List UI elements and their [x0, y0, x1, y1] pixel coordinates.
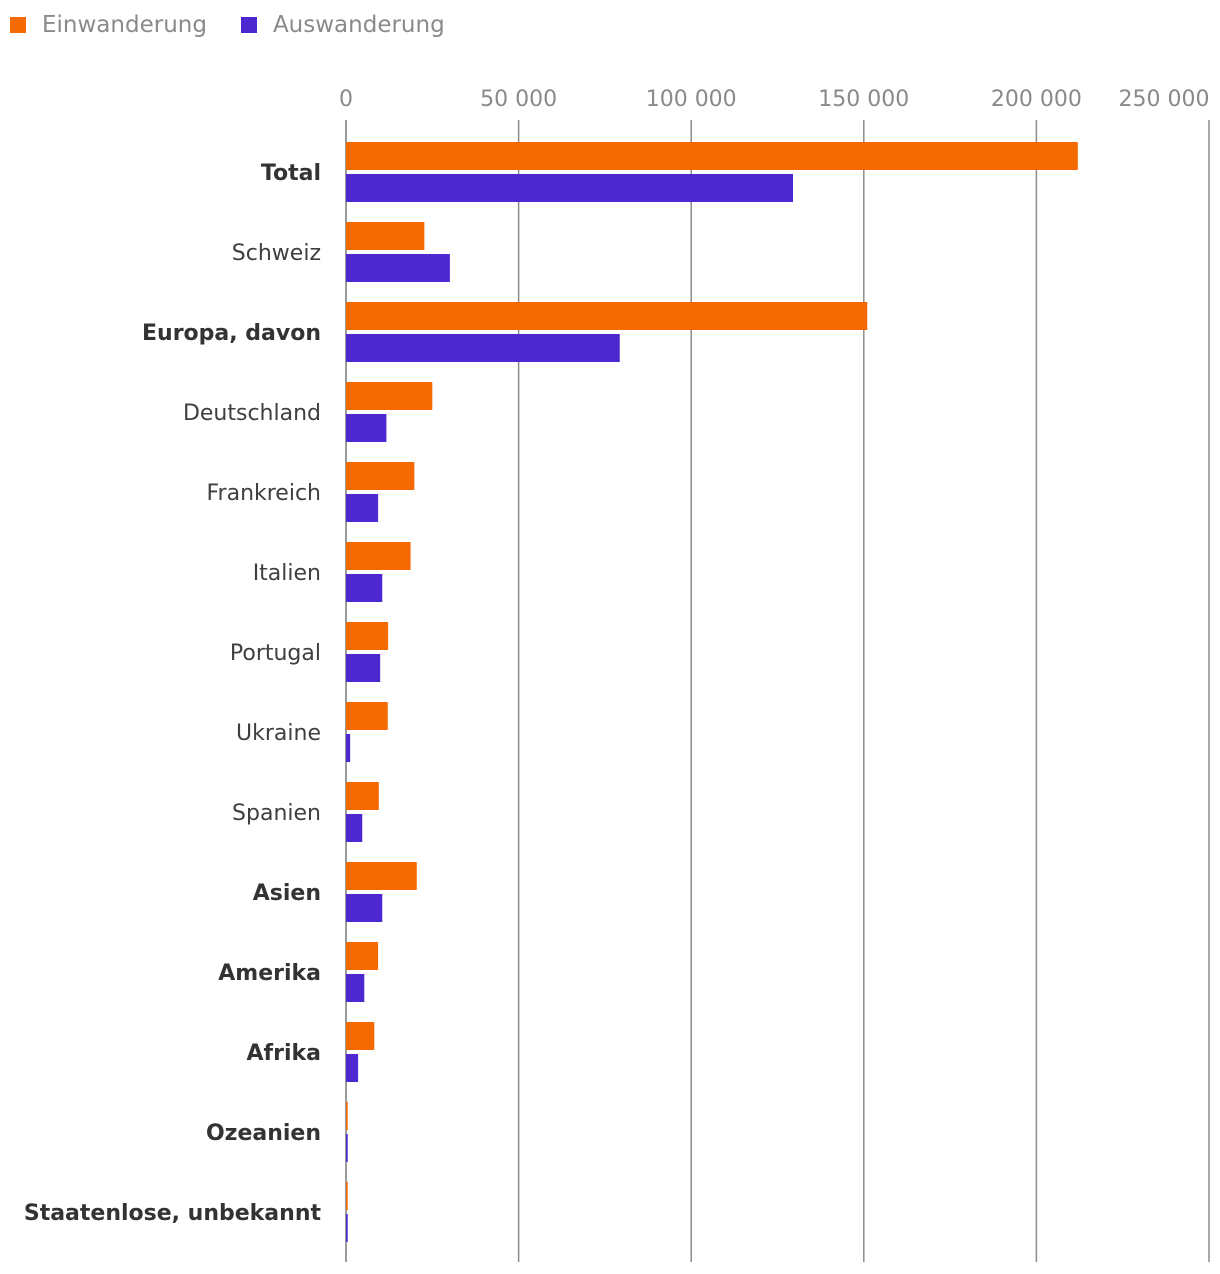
category-label: Portugal [230, 641, 321, 666]
legend-swatch-einwanderung [10, 17, 26, 33]
legend-item-auswanderung[interactable]: Auswanderung [240, 12, 445, 38]
bar-einwanderung[interactable] [346, 462, 415, 490]
bar-auswanderung[interactable] [346, 974, 365, 1002]
bar-einwanderung[interactable] [346, 222, 425, 250]
bar-einwanderung[interactable] [346, 1022, 375, 1050]
x-tick-label: 100 000 [646, 87, 737, 112]
x-tick-label: 250 000 [1119, 87, 1210, 112]
bar-einwanderung[interactable] [346, 382, 433, 410]
x-axis-ticks: 0 50 000 100 000 150 000 200 000 250 000 [339, 87, 1209, 112]
bar-auswanderung[interactable] [346, 174, 794, 202]
gridlines [345, 120, 1210, 1262]
bar-einwanderung[interactable] [346, 702, 388, 730]
bar-auswanderung[interactable] [346, 1134, 348, 1162]
category-label: Spanien [232, 801, 321, 826]
bar-auswanderung[interactable] [346, 894, 383, 922]
bar-auswanderung[interactable] [346, 494, 379, 522]
bar-auswanderung[interactable] [346, 734, 351, 762]
legend: Einwanderung Auswanderung [10, 12, 479, 38]
legend-item-einwanderung[interactable]: Einwanderung [10, 12, 207, 38]
bar-auswanderung[interactable] [346, 814, 363, 842]
category-label: Europa, davon [142, 321, 321, 346]
x-tick-label: 150 000 [818, 87, 909, 112]
bar-einwanderung[interactable] [346, 302, 868, 330]
bar-auswanderung[interactable] [346, 414, 387, 442]
bar-auswanderung[interactable] [346, 574, 383, 602]
bar-einwanderung[interactable] [346, 862, 417, 890]
category-label: Ukraine [236, 721, 321, 746]
bar-einwanderung[interactable] [346, 942, 379, 970]
bar-einwanderung[interactable] [346, 142, 1078, 170]
bars [346, 142, 1078, 1242]
legend-label-einwanderung: Einwanderung [42, 12, 207, 38]
category-label: Total [261, 161, 321, 186]
category-label: Italien [253, 561, 321, 586]
category-label: Asien [253, 881, 321, 906]
x-tick-label: 200 000 [991, 87, 1082, 112]
category-label: Amerika [218, 961, 321, 986]
category-label: Afrika [247, 1041, 321, 1066]
bar-einwanderung[interactable] [346, 1102, 348, 1130]
x-tick-label: 0 [339, 87, 353, 112]
bar-einwanderung[interactable] [346, 1182, 348, 1210]
bar-einwanderung[interactable] [346, 622, 389, 650]
bar-auswanderung[interactable] [346, 1054, 359, 1082]
category-label: Ozeanien [206, 1121, 321, 1146]
category-label: Deutschland [183, 401, 321, 426]
category-labels: Total Schweiz Europa, davon Deutschland Fran… [24, 161, 322, 1226]
legend-label-auswanderung: Auswanderung [272, 12, 445, 38]
bar-auswanderung[interactable] [346, 1214, 348, 1242]
legend-swatch-auswanderung [240, 17, 257, 33]
bar-auswanderung[interactable] [346, 254, 450, 282]
bar-auswanderung[interactable] [346, 654, 381, 682]
category-label: Staatenlose, unbekannt [24, 1201, 322, 1226]
x-tick-label: 50 000 [480, 87, 557, 112]
bar-einwanderung[interactable] [346, 782, 379, 810]
bar-auswanderung[interactable] [346, 334, 620, 362]
category-label: Frankreich [206, 481, 321, 506]
bar-einwanderung[interactable] [346, 542, 411, 570]
category-label: Schweiz [232, 241, 321, 266]
